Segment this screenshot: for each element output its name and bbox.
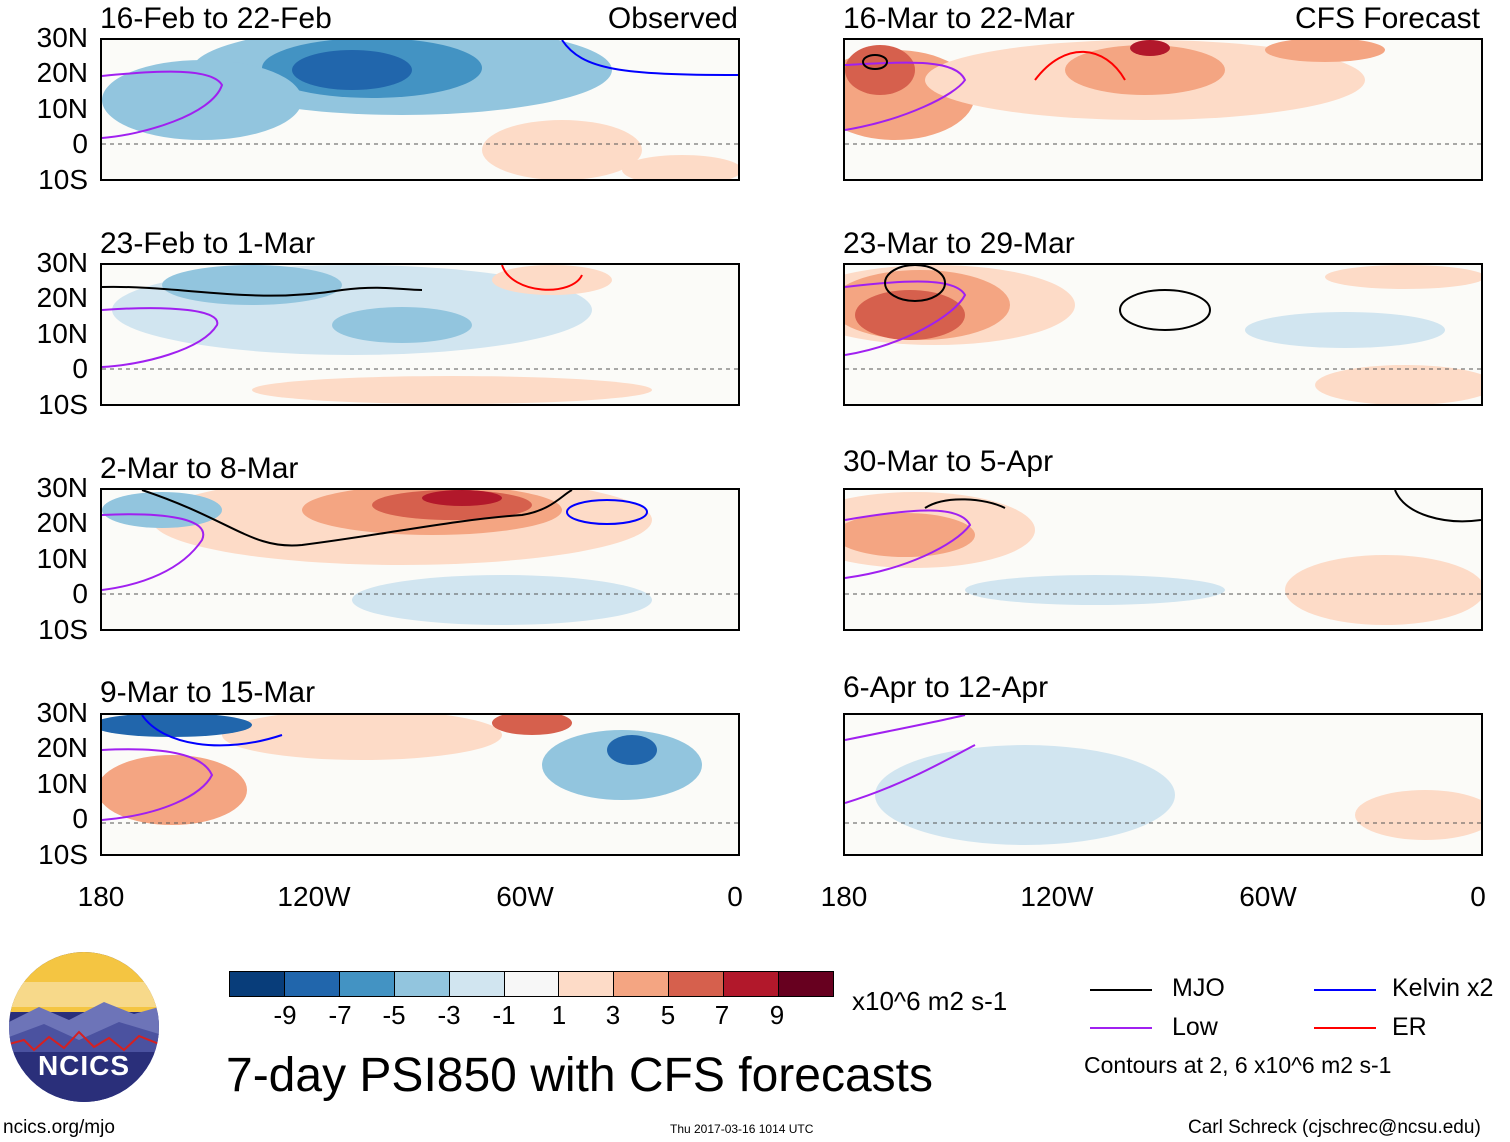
y-tick-label: 0 xyxy=(72,128,88,159)
y-tick-label: 20N xyxy=(36,57,88,88)
legend-label: ER xyxy=(1392,1013,1427,1041)
y-tick-label: 30N xyxy=(36,22,88,53)
x-tick-label: 60W xyxy=(1239,881,1297,912)
anomaly-shading xyxy=(102,265,738,404)
y-tick-label: 30N xyxy=(36,697,88,728)
cfs-forecast-label: CFS Forecast xyxy=(1294,2,1480,35)
anomaly-shading xyxy=(102,715,738,825)
x-tick-label: 0 xyxy=(727,881,743,912)
footer-author: Carl Schreck (cjschrec@ncsu.edu) xyxy=(1188,1117,1481,1138)
colorbar-tick-label: 3 xyxy=(605,1000,621,1030)
x-tick-label: 180 xyxy=(820,881,868,912)
colorbar-tick-label: 9 xyxy=(769,1000,785,1030)
legend-line-mjo xyxy=(1090,989,1152,991)
chart-title: 7-day PSI850 with CFS forecasts xyxy=(226,1049,933,1102)
map-panel xyxy=(843,263,1483,406)
y-tick-label: 0 xyxy=(72,803,88,834)
x-tick-label: 60W xyxy=(496,881,554,912)
colorbar-swatch xyxy=(449,972,505,996)
y-tick-label: 30N xyxy=(36,472,88,503)
anomaly-shading xyxy=(845,265,1481,404)
legend-line-kelvin xyxy=(1314,989,1376,991)
map-panel xyxy=(843,38,1483,181)
y-tick-label: 0 xyxy=(72,578,88,609)
anomaly-shading xyxy=(102,40,738,179)
panel-title: 30-Mar to 5-Apr xyxy=(843,445,1054,478)
x-tick-label: 0 xyxy=(1470,881,1486,912)
legend-label: MJO xyxy=(1172,974,1225,1002)
anomaly-shading xyxy=(845,715,1481,845)
y-tick-label: 10S xyxy=(38,389,88,420)
legend-label: Kelvin x2 xyxy=(1392,974,1494,1002)
map-panel xyxy=(843,713,1483,856)
y-tick-label: 10S xyxy=(38,839,88,870)
colorbar-swatch xyxy=(559,972,615,996)
colorbar-tick-label: 7 xyxy=(714,1000,730,1030)
colorbar-swatch xyxy=(504,972,560,996)
y-tick-label: 20N xyxy=(36,507,88,538)
anomaly-shading xyxy=(845,40,1481,145)
panel-title: 9-Mar to 15-Mar xyxy=(100,676,316,709)
panel-title: 23-Feb to 1-Mar xyxy=(100,227,316,260)
y-tick-label: 10N xyxy=(36,543,88,574)
colorbar xyxy=(229,971,834,997)
y-tick-label: 10N xyxy=(36,318,88,349)
panel-title: 16-Mar to 22-Mar xyxy=(843,2,1075,35)
colorbar-tick-label: -7 xyxy=(328,1000,352,1030)
legend-label: Low xyxy=(1172,1013,1218,1041)
legend-line-er xyxy=(1314,1027,1376,1029)
y-tick-label: 30N xyxy=(36,247,88,278)
colorbar-swatch xyxy=(724,972,780,996)
colorbar-tick-label: -9 xyxy=(273,1000,297,1030)
units-label: x10^6 m2 s-1 xyxy=(852,986,1008,1016)
x-tick-label: 120W xyxy=(277,881,351,912)
logo-text: NCICS xyxy=(37,1050,131,1081)
anomaly-shading xyxy=(845,490,1481,625)
y-tick-label: 10S xyxy=(38,164,88,195)
observed-label: Observed xyxy=(607,2,738,35)
colorbar-tick-label: 1 xyxy=(551,1000,567,1030)
colorbar-swatch xyxy=(669,972,725,996)
y-tick-label: 10N xyxy=(36,768,88,799)
anomaly-shading xyxy=(102,490,738,625)
map-panel xyxy=(100,38,740,181)
colorbar-swatch xyxy=(779,972,833,996)
panel-title: 6-Apr to 12-Apr xyxy=(843,671,1049,704)
colorbar-tick-label: -5 xyxy=(382,1000,406,1030)
colorbar-tick-label: -1 xyxy=(492,1000,516,1030)
panel-title: 2-Mar to 8-Mar xyxy=(100,452,299,485)
colorbar-swatch xyxy=(394,972,450,996)
ncics-logo: NCICS xyxy=(9,952,159,1102)
y-tick-label: 10S xyxy=(38,614,88,645)
panel-title: 16-Feb to 22-Feb xyxy=(100,2,332,35)
colorbar-tick-label: 5 xyxy=(660,1000,676,1030)
colorbar-swatch xyxy=(614,972,670,996)
map-panel xyxy=(843,488,1483,631)
legend-line-low xyxy=(1090,1027,1152,1029)
y-tick-label: 20N xyxy=(36,732,88,763)
x-tick-label: 120W xyxy=(1020,881,1094,912)
footer-site-link[interactable]: ncics.org/mjo xyxy=(3,1117,115,1138)
map-panel xyxy=(100,488,740,631)
colorbar-swatch xyxy=(284,972,340,996)
y-tick-label: 20N xyxy=(36,282,88,313)
contour-note: Contours at 2, 6 x10^6 m2 s-1 xyxy=(1084,1052,1392,1078)
y-tick-label: 10N xyxy=(36,93,88,124)
panel-title: 23-Mar to 29-Mar xyxy=(843,227,1075,260)
colorbar-tick-label: -3 xyxy=(437,1000,461,1030)
colorbar-swatch xyxy=(230,972,285,996)
x-tick-label: 180 xyxy=(77,881,125,912)
y-tick-label: 0 xyxy=(72,353,88,384)
map-panel xyxy=(100,263,740,406)
colorbar-swatch xyxy=(339,972,395,996)
footer-timestamp: Thu 2017-03-16 1014 UTC xyxy=(670,1122,814,1136)
map-panel xyxy=(100,713,740,856)
